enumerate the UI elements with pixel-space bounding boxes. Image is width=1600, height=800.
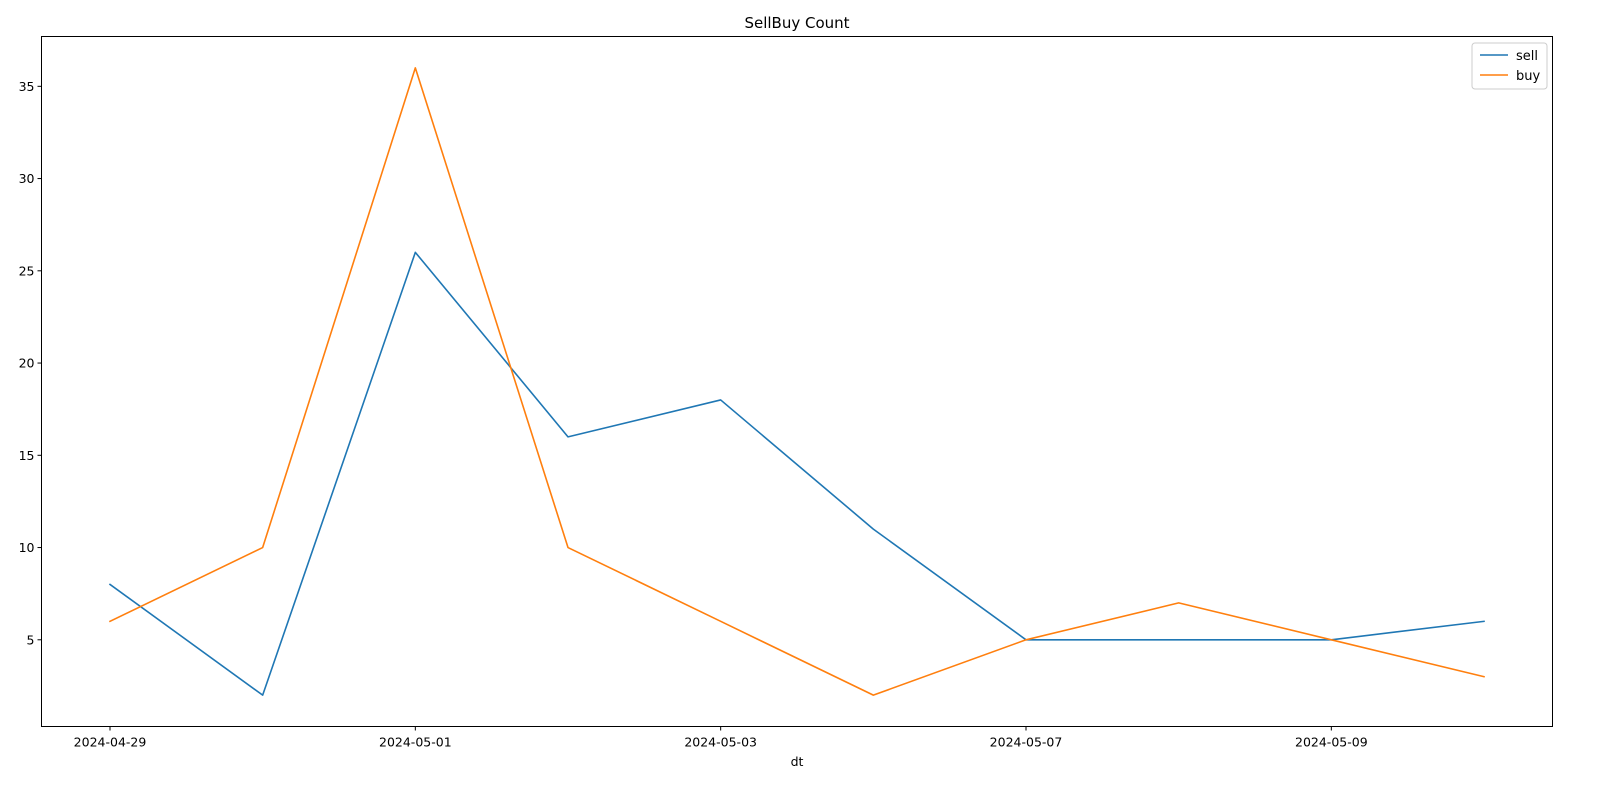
y-tick-label: 25 bbox=[19, 263, 35, 278]
x-axis-label: dt bbox=[791, 754, 804, 769]
legend-label-buy: buy bbox=[1516, 69, 1540, 84]
x-tick-label: 2024-05-01 bbox=[379, 735, 452, 750]
plot-frame bbox=[41, 36, 1553, 727]
legend: sell buy bbox=[1471, 42, 1548, 90]
series-layer bbox=[108, 67, 1485, 696]
series-line-sell bbox=[108, 251, 1485, 696]
x-tick-label: 2024-05-09 bbox=[1295, 735, 1368, 750]
chart-title: SellBuy Count bbox=[744, 14, 849, 32]
y-tick-label: 10 bbox=[19, 540, 35, 555]
x-axis: 2024-04-29 2024-05-01 2024-05-03 2024-05-07… bbox=[74, 726, 1368, 750]
y-tick-label: 15 bbox=[19, 448, 35, 463]
x-tick-label: 2024-05-07 bbox=[990, 735, 1063, 750]
y-tick-label: 30 bbox=[19, 171, 35, 186]
y-tick-label: 20 bbox=[19, 356, 35, 371]
y-tick-label: 35 bbox=[19, 79, 35, 94]
series-line-buy bbox=[108, 67, 1485, 696]
x-tick-label: 2024-05-03 bbox=[684, 735, 757, 750]
x-tick-label: 2024-04-29 bbox=[74, 735, 147, 750]
legend-label-sell: sell bbox=[1516, 49, 1538, 64]
y-axis: 5 10 15 20 25 30 35 bbox=[19, 79, 42, 647]
y-tick-label: 5 bbox=[27, 632, 35, 647]
